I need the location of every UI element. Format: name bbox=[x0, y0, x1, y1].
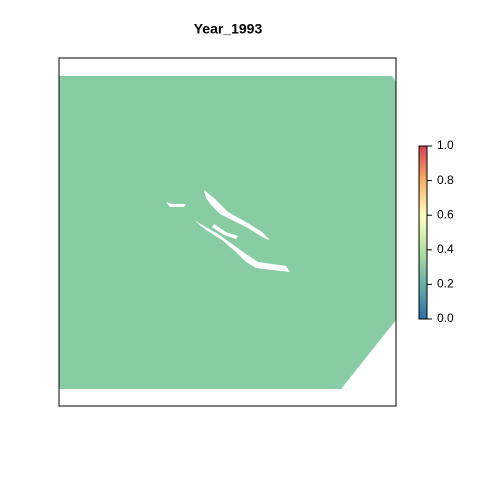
raster-gaps bbox=[166, 190, 290, 272]
legend-tick-label: 0.6 bbox=[437, 207, 454, 221]
legend-tick-label: 1.0 bbox=[437, 138, 454, 152]
legend-tick-label: 0.2 bbox=[437, 277, 454, 291]
color-bar bbox=[418, 145, 428, 320]
legend-ticks: 0.0 0.2 0.4 0.6 0.8 1.0 bbox=[427, 138, 454, 325]
plot-frame bbox=[58, 57, 397, 407]
map-title: Year_1993 bbox=[194, 21, 263, 37]
legend-tick-label: 0.4 bbox=[437, 242, 454, 256]
legend-tick-label: 0.8 bbox=[437, 173, 454, 187]
legend-tick-label: 0.0 bbox=[437, 311, 454, 325]
